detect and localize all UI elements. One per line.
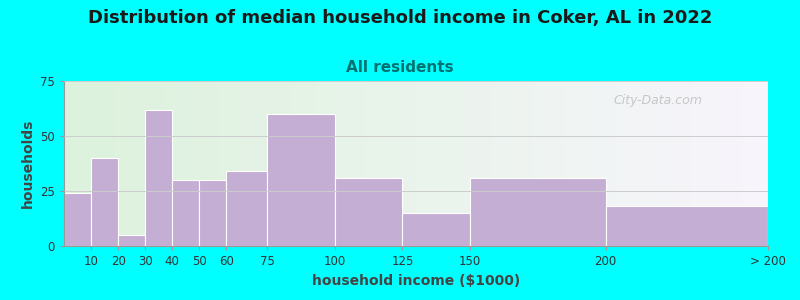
Bar — [118, 235, 146, 246]
X-axis label: household income ($1000): household income ($1000) — [312, 274, 520, 288]
Bar — [402, 213, 470, 246]
Y-axis label: households: households — [21, 119, 34, 208]
Bar — [606, 206, 768, 246]
Bar — [146, 110, 172, 246]
Bar — [91, 158, 118, 246]
Bar — [334, 178, 402, 246]
Text: Distribution of median household income in Coker, AL in 2022: Distribution of median household income … — [88, 9, 712, 27]
Bar — [267, 114, 334, 246]
Bar — [470, 178, 606, 246]
Bar — [172, 180, 199, 246]
Bar — [64, 193, 91, 246]
Bar — [199, 180, 226, 246]
Bar — [226, 171, 267, 246]
Text: All residents: All residents — [346, 60, 454, 75]
Text: City-Data.com: City-Data.com — [613, 94, 702, 107]
